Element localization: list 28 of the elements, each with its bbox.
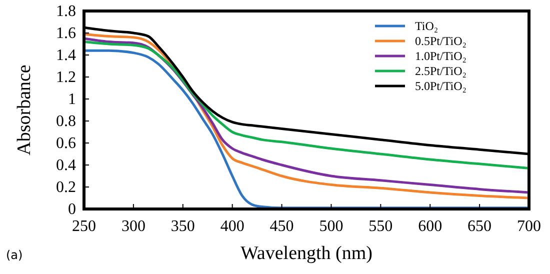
y-tick-label: 1.8 (56, 3, 76, 20)
y-tick-label: 0.6 (56, 135, 76, 152)
x-tick-label: 600 (418, 218, 442, 235)
y-tick-label: 0 (68, 201, 76, 218)
x-tick-label: 350 (170, 218, 195, 235)
x-tick-label: 550 (368, 218, 393, 235)
y-tick-label: 0.2 (56, 179, 76, 196)
y-tick-label: 0.4 (56, 157, 76, 174)
legend-label: 2.5Pt/TiO₂ (415, 64, 466, 78)
x-tick-label: 700 (517, 218, 541, 235)
y-tick-label: 0.8 (56, 113, 76, 130)
x-tick-label: 500 (319, 218, 344, 235)
x-tick-label: 400 (220, 218, 244, 235)
y-tick-label: 1 (68, 91, 76, 108)
y-tick-label: 1.6 (56, 25, 76, 42)
x-tick-label: 650 (468, 218, 492, 235)
x-tick-label: 300 (121, 218, 146, 235)
y-tick-label: 1.2 (56, 69, 76, 86)
x-axis-title: Wavelength (nm) (240, 243, 372, 264)
y-tick-label: 1.4 (56, 47, 76, 64)
y-axis-title: Absorbance (14, 64, 35, 156)
legend-label: 1.0Pt/TiO₂ (415, 49, 466, 63)
legend-label: TiO₂ (415, 19, 438, 33)
x-tick-label: 250 (72, 218, 96, 235)
legend-label: 5.0Pt/TiO₂ (415, 79, 466, 93)
x-tick-label: 450 (270, 218, 294, 235)
legend-label: 0.5Pt/TiO₂ (415, 34, 466, 48)
text: (a) (6, 248, 23, 262)
